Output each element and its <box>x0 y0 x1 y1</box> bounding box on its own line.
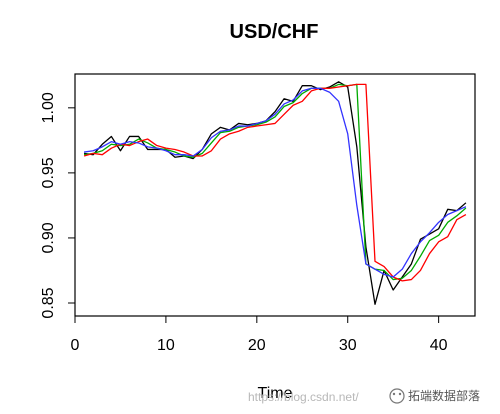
wechat-icon-eye-left <box>392 392 396 396</box>
series-line-3 <box>83 83 467 282</box>
chart-title: USD/CHF <box>230 21 319 43</box>
x-tick-label: 10 <box>157 337 175 354</box>
plot-frame <box>74 73 476 317</box>
y-tick-label: 1.00 <box>40 92 57 123</box>
x-axis: 0 10 20 30 40 <box>71 315 448 354</box>
x-tick-label: 30 <box>339 337 357 354</box>
x-axis-label: Time <box>258 385 293 402</box>
brand-label: 拓端数据部落 <box>408 388 480 403</box>
x-tick-label: 20 <box>248 337 266 354</box>
y-axis: 0.85 0.90 0.95 1.00 <box>40 92 76 319</box>
brand-badge: 拓端数据部落 <box>389 388 480 404</box>
wechat-icon-eye-right <box>398 392 402 396</box>
y-tick-label: 0.95 <box>40 157 57 188</box>
x-tick-label: 0 <box>71 337 80 354</box>
series-line-4 <box>83 87 467 278</box>
y-tick-label: 0.85 <box>40 287 57 318</box>
wechat-icon <box>389 388 405 404</box>
series-line-2 <box>83 83 467 281</box>
x-tick-label: 40 <box>430 337 448 354</box>
y-tick-label: 0.90 <box>40 222 57 253</box>
watermark-url: https://blog.csdn.net/ <box>248 390 359 404</box>
series-line-1 <box>83 81 467 305</box>
series-layer <box>83 81 467 305</box>
